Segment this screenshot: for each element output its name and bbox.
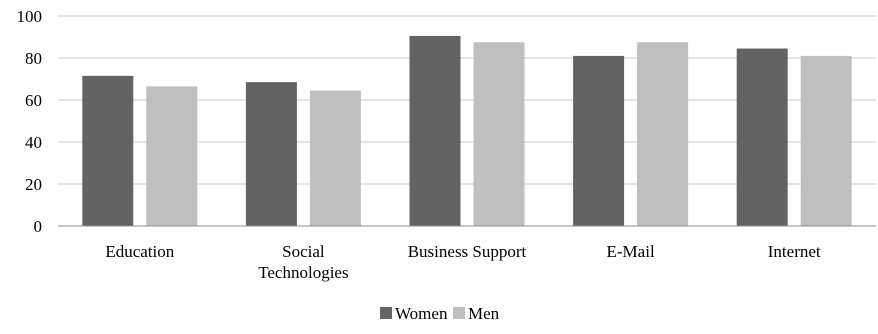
legend: Women Men — [380, 304, 500, 323]
legend-swatch-men — [453, 307, 465, 319]
bar-men-3 — [637, 42, 689, 226]
bar-men-4 — [800, 55, 852, 227]
bar-men-2 — [473, 42, 525, 226]
bar-women-4 — [736, 48, 788, 226]
y-tick-label: 20 — [25, 175, 42, 194]
bar-men-0 — [146, 86, 198, 226]
x-tick-label: Internet — [768, 242, 821, 261]
y-tick-label: 80 — [25, 49, 42, 68]
bar-women-0 — [82, 75, 134, 226]
y-tick-label: 40 — [25, 133, 42, 152]
y-tick-label: 100 — [17, 7, 43, 26]
x-tick-label: E-Mail — [607, 242, 655, 261]
legend-swatch-women — [380, 307, 392, 319]
y-tick-label: 60 — [25, 91, 42, 110]
bar-men-1 — [309, 90, 361, 226]
axes: 0 20 40 60 80 100 Education Social Technologies B… — [17, 7, 876, 282]
bar-women-3 — [573, 55, 625, 227]
x-tick-label: Business Support — [408, 242, 527, 261]
legend-label-women: Women — [395, 304, 448, 323]
x-tick-label: Education — [105, 242, 174, 261]
bar-women-2 — [409, 35, 461, 227]
legend-label-men: Men — [468, 304, 500, 323]
x-tick-label: Technologies — [258, 263, 348, 282]
bars — [82, 35, 852, 227]
bar-women-1 — [245, 82, 297, 227]
y-tick-label: 0 — [34, 217, 43, 236]
x-tick-label: Social — [282, 242, 325, 261]
